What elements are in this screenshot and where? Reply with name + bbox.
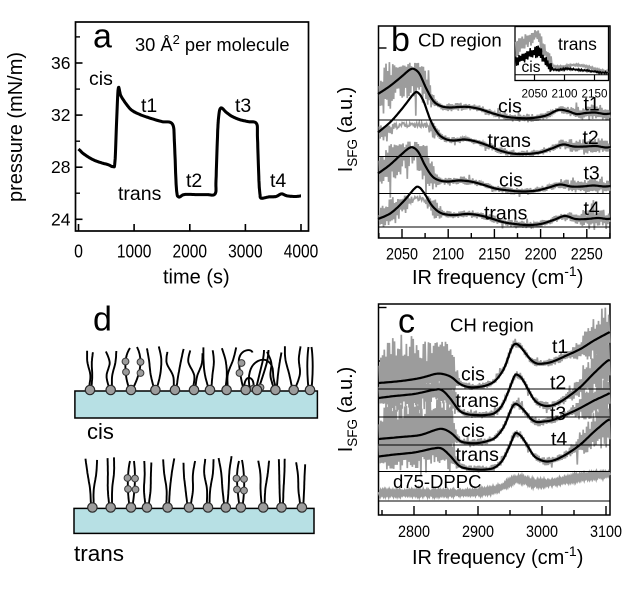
svg-text:3100: 3100 — [590, 523, 622, 541]
svg-text:2200: 2200 — [525, 245, 557, 263]
svg-text:cis: cis — [522, 59, 541, 76]
svg-text:32: 32 — [51, 105, 70, 125]
svg-text:trans: trans — [456, 390, 500, 412]
svg-text:trans: trans — [558, 34, 597, 54]
svg-text:t3: t3 — [584, 163, 600, 185]
svg-text:2150: 2150 — [478, 245, 510, 263]
svg-text:t2: t2 — [583, 127, 599, 149]
svg-text:2800: 2800 — [398, 523, 430, 541]
svg-text:cis: cis — [499, 170, 523, 192]
svg-text:ISFG (a.u.): ISFG (a.u.) — [335, 87, 360, 173]
svg-text:2250: 2250 — [571, 245, 603, 263]
svg-text:30 Å2 per molecule: 30 Å2 per molecule — [135, 32, 290, 55]
svg-text:2100: 2100 — [551, 88, 578, 101]
svg-text:24: 24 — [51, 209, 71, 229]
svg-text:t4: t4 — [270, 170, 286, 192]
svg-text:b: b — [391, 21, 410, 59]
svg-text:a: a — [93, 18, 112, 56]
svg-text:d: d — [93, 301, 112, 339]
svg-text:CD region: CD region — [418, 30, 502, 51]
svg-text:t2: t2 — [186, 170, 202, 192]
svg-text:4000: 4000 — [284, 240, 319, 261]
svg-text:trans: trans — [484, 203, 528, 225]
svg-text:t1: t1 — [584, 94, 600, 116]
svg-text:cis: cis — [87, 419, 114, 444]
svg-text:pressure (mN/m): pressure (mN/m) — [5, 52, 27, 202]
svg-text:2050: 2050 — [386, 245, 418, 263]
svg-text:2100: 2100 — [432, 245, 464, 263]
svg-text:t1: t1 — [141, 95, 157, 117]
svg-text:2050: 2050 — [521, 88, 548, 101]
svg-text:c: c — [398, 303, 415, 341]
svg-text:t3: t3 — [235, 95, 251, 117]
svg-text:trans: trans — [488, 130, 532, 152]
svg-text:trans: trans — [118, 183, 162, 205]
svg-text:t3: t3 — [550, 403, 566, 425]
svg-text:cis: cis — [461, 364, 485, 386]
svg-text:cis: cis — [461, 420, 485, 442]
svg-text:trans: trans — [456, 444, 500, 466]
svg-text:cis: cis — [89, 68, 113, 90]
svg-text:3000: 3000 — [228, 240, 263, 261]
svg-text:2150: 2150 — [581, 88, 608, 101]
svg-text:2000: 2000 — [173, 240, 208, 261]
svg-text:cis: cis — [498, 96, 522, 118]
svg-text:IR frequency (cm-1): IR frequency (cm-1) — [412, 543, 583, 569]
svg-text:3000: 3000 — [526, 523, 558, 541]
svg-text:IR frequency (cm-1): IR frequency (cm-1) — [412, 263, 583, 289]
svg-text:36: 36 — [51, 53, 70, 73]
svg-text:2900: 2900 — [462, 523, 494, 541]
svg-text:t1: t1 — [552, 336, 568, 358]
svg-text:t4: t4 — [584, 198, 600, 220]
svg-text:0: 0 — [74, 240, 83, 261]
svg-text:trans: trans — [74, 541, 124, 566]
svg-text:t4: t4 — [551, 429, 567, 451]
svg-text:time (s): time (s) — [163, 267, 230, 289]
svg-text:d75-DPPC: d75-DPPC — [393, 471, 481, 492]
svg-text:1000: 1000 — [117, 240, 152, 261]
svg-text:t2: t2 — [550, 372, 566, 394]
svg-text:CH region: CH region — [450, 315, 534, 336]
svg-text:28: 28 — [51, 157, 70, 177]
